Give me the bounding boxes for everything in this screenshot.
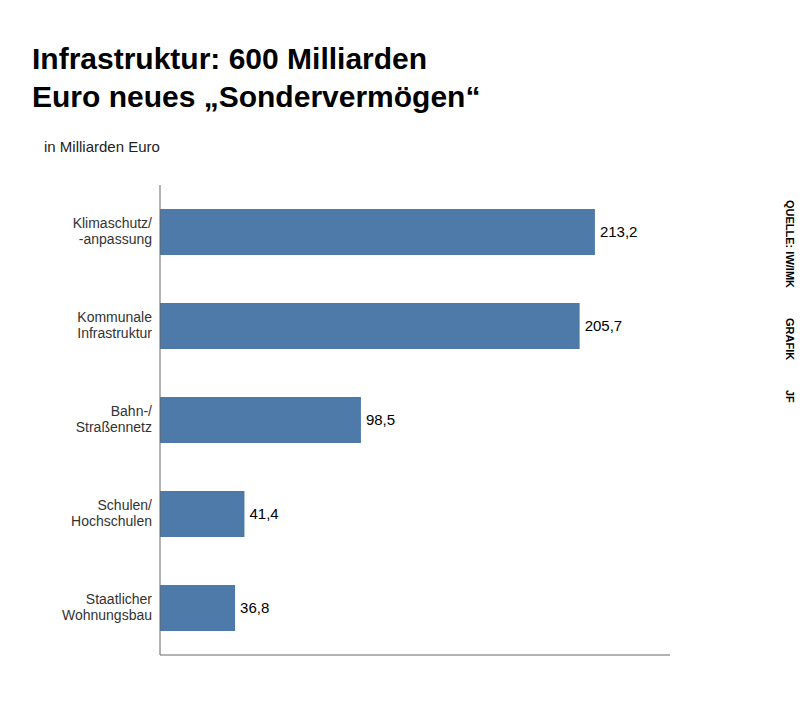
html-text:GRAFIK: GRAFIK bbox=[784, 318, 796, 361]
svg-text:98,5: 98,5 bbox=[366, 411, 395, 428]
html-text:in Milliarden Euro: in Milliarden Euro bbox=[44, 138, 160, 155]
svg-text:205,7: 205,7 bbox=[585, 317, 623, 334]
html-text:JF: JF bbox=[784, 390, 796, 403]
html-text:QUELLE: IW/IMK: QUELLE: IW/IMK bbox=[784, 200, 796, 288]
svg-text:41,4: 41,4 bbox=[249, 505, 278, 522]
html-text:Infrastruktur: 600 Milliarden: Infrastruktur: 600 Milliarden Euro neues… bbox=[32, 42, 481, 113]
svg-text:Bahn-/Straßennetz: Bahn-/Straßennetz bbox=[76, 403, 152, 435]
svg-text:213,2: 213,2 bbox=[600, 223, 638, 240]
svg-text:Klimaschutz/-anpassung: Klimaschutz/-anpassung bbox=[73, 215, 152, 247]
svg-text:Schulen/Hochschulen: Schulen/Hochschulen bbox=[71, 497, 152, 529]
svg-text:KommunaleInfrastruktur: KommunaleInfrastruktur bbox=[77, 309, 152, 341]
svg-text:36,8: 36,8 bbox=[240, 599, 269, 616]
svg-text:StaatlicherWohnungsbau: StaatlicherWohnungsbau bbox=[62, 591, 152, 623]
